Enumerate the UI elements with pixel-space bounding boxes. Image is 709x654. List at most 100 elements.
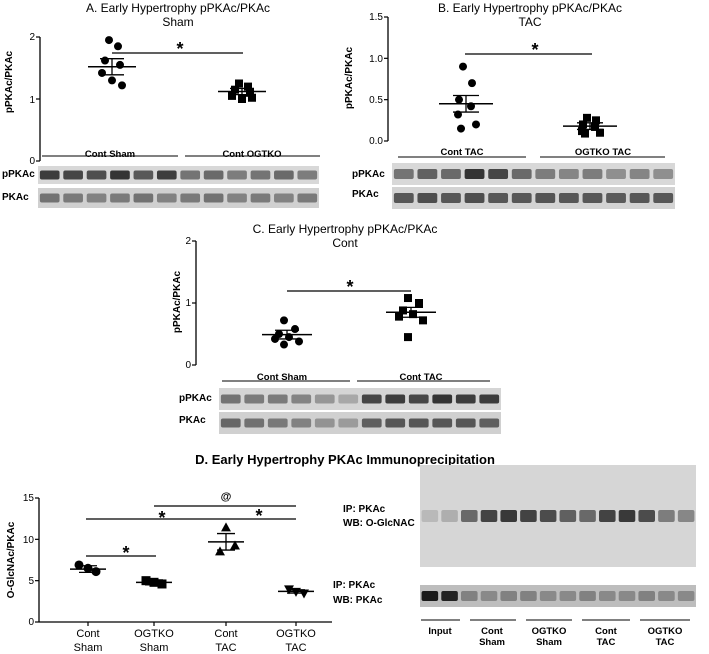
panel-a-point-1-4: [116, 60, 124, 69]
panel-c-blot-pkac-band-3: [267, 418, 288, 428]
panel-b-blot-pkac-band-2: [417, 193, 438, 203]
panel-a-blot-pkac-band-2: [63, 193, 83, 203]
panel-a-title-line1: A. Early Hypertrophy pPKAc/PKAc: [86, 1, 270, 15]
panel-c-point-2-4: [409, 310, 417, 319]
panel-a-blot-ppkac-band-1: [39, 170, 60, 180]
panel-b-point-1-5: [454, 110, 462, 119]
panel-d-ylabel: O-GlcNAc/PKAc: [6, 521, 17, 598]
panel-d-blot-pkac-band-4: [480, 591, 498, 601]
panel-a: A. Early Hypertrophy pPKAc/PKAc Sham pPK…: [2, 1, 320, 208]
panel-b-point-1-6: [472, 120, 480, 129]
panel-b-title-line2: TAC: [518, 15, 541, 29]
panel-b-point-1-3: [455, 95, 463, 104]
panel-c-point-2-1: [404, 294, 412, 303]
panel-a-western-blot: [38, 166, 319, 208]
panel-d-ytick-5: 5: [28, 576, 34, 587]
panel-a-blot-pkac-band-1: [39, 193, 60, 203]
panel-c-point-1-5: [271, 334, 279, 343]
panel-b-blot-label-ppkac: pPKAc: [352, 169, 385, 180]
panel-b-ytick-0: 0.0: [369, 136, 383, 147]
panel-c-blot-ppkac-membrane: [219, 388, 501, 410]
panel-b-point-1-2: [468, 79, 476, 88]
panel-b-blot-pkac-band-5: [488, 193, 509, 203]
panel-d-lane-label-3-line1: OGTKO: [532, 626, 567, 637]
panel-c-blot-pkac-band-10: [432, 418, 453, 428]
panel-d-blot-oglcnac-band-10: [599, 510, 616, 522]
panel-b-ytick-3: 1.5: [369, 12, 383, 23]
panel-d-lane-label-4-line2: TAC: [597, 637, 616, 648]
panel-a-blot-pkac-band-6: [156, 193, 177, 203]
panel-b-plot: [384, 16, 617, 142]
panel-c-blot-label-ppkac: pPKAc: [179, 393, 212, 404]
panel-a-point-1-6: [108, 76, 116, 85]
panel-d-point-3-2: [230, 540, 240, 550]
panel-d-blot-oglcnac-band-13: [658, 510, 675, 522]
panel-c-blot-pkac-band-8: [385, 418, 406, 428]
panel-c-blot-ppkac-band-8: [385, 394, 406, 404]
panel-d-blot-pkac-band-3: [461, 591, 478, 601]
panel-a-group-label-1: Cont Sham: [85, 149, 135, 160]
panel-c-blot-pkac-band-4: [291, 418, 312, 428]
panel-b-blot-label-pkac: PKAc: [352, 189, 379, 200]
panel-c-point-2-2: [415, 299, 423, 307]
panel-a-blot-pkac-membrane: [38, 188, 319, 208]
panel-b-blot-pkac-band-10: [606, 193, 626, 203]
panel-b-point-1-7: [457, 124, 465, 133]
panel-d-xcat-1-line2: Sham: [74, 642, 103, 654]
panel-d-lane-label-3-line2: Sham: [536, 637, 562, 648]
panel-d-blot-oglcnac-band-14: [677, 510, 695, 522]
panel-b-point-1-1: [459, 62, 467, 71]
panel-a-blot-ppkac-band-2: [63, 170, 83, 180]
panel-c-significance: *: [346, 277, 353, 297]
panel-c-blot-ppkac-band-6: [338, 394, 359, 404]
panel-a-ytick-1: 1: [29, 95, 35, 106]
panel-b-blot-pkac-band-4: [464, 193, 485, 203]
panel-a-point-1-2: [114, 42, 122, 51]
panel-a-significance: *: [176, 39, 183, 59]
panel-d-point-2-2: [149, 577, 159, 587]
panel-d-blot-oglcnac-band-12: [638, 510, 655, 522]
panel-d-blot-oglcnac-band-9: [579, 510, 596, 522]
panel-b-significance: *: [531, 40, 538, 60]
panel-c-western-blot: [219, 388, 501, 434]
panel-d-upper-blot-ip: IP: PKAc: [343, 504, 386, 515]
panel-d-lane-label-2-line1: Cont: [481, 626, 503, 637]
panel-d-ytick-15: 15: [23, 493, 35, 504]
panel-a-ytick-2: 2: [29, 32, 35, 43]
panel-a-blot-ppkac-band-7: [180, 170, 201, 180]
panel-d-xcat-4-line2: TAC: [285, 642, 306, 654]
panel-b-point-2-1: [583, 113, 591, 122]
panel-d-blot-pkac-band-12: [638, 591, 655, 601]
panel-c-blot-ppkac-band-3: [267, 394, 288, 404]
panel-d-point-4-3: [299, 589, 309, 599]
panel-c-point-1-2: [291, 325, 299, 334]
panel-b-point-2-3: [579, 120, 587, 129]
panel-a-blot-ppkac-band-10: [250, 170, 271, 180]
panel-a-blot-ppkac-band-6: [156, 170, 177, 180]
panel-a-blot-ppkac-band-4: [110, 170, 130, 180]
panel-a-blot-label-pkac: PKAc: [2, 192, 29, 203]
panel-d-point-2-3: [157, 579, 167, 589]
panel-d-xcat-4-line1: OGTKO: [276, 628, 316, 640]
panel-b-blot-pkac-membrane: [392, 187, 675, 209]
panel-b-blot-ppkac-band-4: [464, 169, 485, 179]
panel-d-blot-oglcnac-band-4: [480, 510, 498, 522]
panel-a-point-2-6: [238, 95, 246, 103]
panel-b-title-line1: B. Early Hypertrophy pPKAc/PKAc: [438, 1, 622, 15]
panel-c-point-2-3: [399, 306, 407, 315]
panel-d-upper-blot-wb: WB: O-GlcNAC: [343, 518, 415, 529]
panel-d-lane-label-input: Input: [428, 626, 452, 637]
panel-d-lower-blot-ip: IP: PKAc: [333, 580, 376, 591]
panel-a-point-1-7: [118, 81, 126, 90]
panel-a-blot-pkac-band-9: [227, 193, 247, 203]
panel-c-blot-ppkac-band-4: [291, 394, 312, 404]
panel-d-lane-label-5-line2: TAC: [656, 637, 675, 648]
panel-b-blot-pkac-band-8: [558, 193, 579, 203]
panel-d-point-1-1: [74, 560, 84, 570]
panel-a-blot-ppkac-band-5: [133, 170, 154, 180]
panel-d-blot-oglcnac-band-7: [539, 510, 557, 522]
panel-d-blot-oglcnac-band-6: [520, 510, 537, 522]
panel-d-lane-label-5-line1: OGTKO: [648, 626, 683, 637]
panel-d-blot-oglcnac-band-2: [441, 510, 458, 522]
panel-d-blot-oglcnac-band-1: [421, 510, 439, 522]
